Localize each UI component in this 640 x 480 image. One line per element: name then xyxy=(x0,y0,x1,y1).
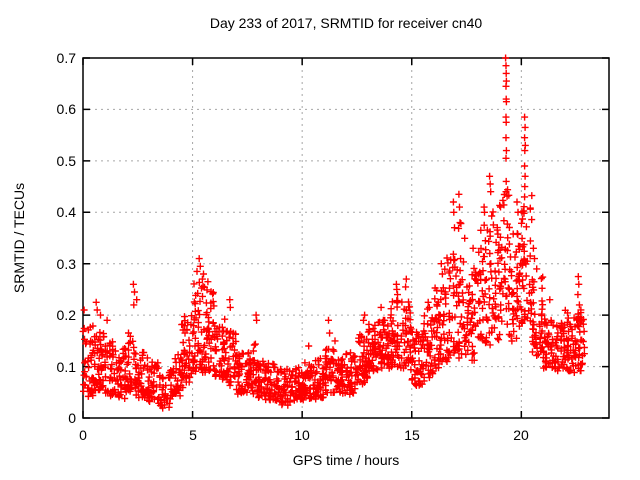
x-tick-label: 20 xyxy=(513,427,529,443)
y-tick-label: 0.4 xyxy=(56,204,76,220)
scatter-points xyxy=(79,54,588,412)
x-axis-label: GPS time / hours xyxy=(292,452,400,468)
y-tick-label: 0.7 xyxy=(56,50,76,66)
y-tick-label: 0.6 xyxy=(56,101,76,117)
y-tick-label: 0.5 xyxy=(56,153,76,169)
y-tick-label: 0.3 xyxy=(56,256,76,272)
x-tick-label: 15 xyxy=(404,427,420,443)
chart-title: Day 233 of 2017, SRMTID for receiver cn4… xyxy=(209,15,483,31)
y-axis-label: SRMTID / TECUs xyxy=(11,182,27,294)
x-tick-label: 10 xyxy=(294,427,310,443)
x-tick-label: 5 xyxy=(189,427,197,443)
y-tick-label: 0.1 xyxy=(56,359,76,375)
y-tick-label: 0 xyxy=(68,410,76,426)
y-tick-label: 0.2 xyxy=(56,307,76,323)
x-tick-label: 0 xyxy=(79,427,87,443)
plot-border xyxy=(82,57,610,419)
